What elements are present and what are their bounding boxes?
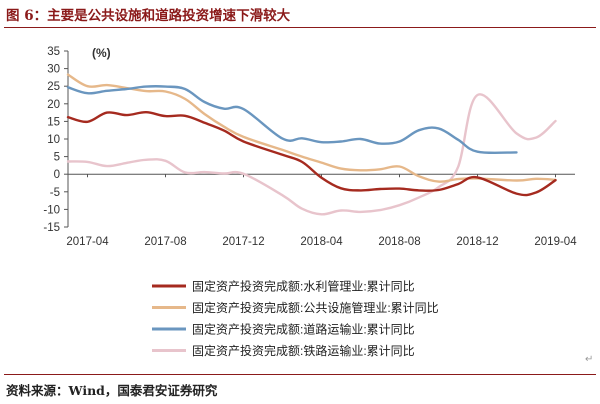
source-rule [4,374,596,375]
chart-legend: 固定资产投资完成额:水利管理业:累计同比固定资产投资完成额:公共设施管理业:累计… [152,279,439,358]
series-line-4 [66,93,557,216]
y-tick-label: -5 [50,187,60,199]
title-rule [4,27,596,28]
y-tick-label: 5 [54,152,60,164]
legend-label: 固定资产投资完成额:铁路运输业:累计同比 [192,343,415,358]
y-tick-label: 25 [47,81,60,93]
x-tick-label: 2017-12 [222,236,264,248]
return-icon: ↵ [585,354,594,365]
x-tick-label: 2018-08 [378,236,420,248]
legend-label: 固定资产投资完成额:水利管理业:累计同比 [192,279,415,294]
x-tick-label: 2018-12 [456,236,498,248]
line-chart: -15 -10 -5 0 5 10 15 20 25 30 35 2017-04 2017-08 2017… [43,46,577,358]
y-tick-label: -10 [43,204,60,216]
y-tick-label: 35 [47,46,60,58]
series-line-2 [66,73,557,183]
x-tick-label: 2017-04 [66,236,109,248]
chart-axes: -15 -10 -5 0 5 10 15 20 25 30 35 2017-04 2017-08 2017… [43,46,577,248]
chart-series [66,73,557,216]
x-tick-label: 2017-08 [144,236,186,248]
legend-label: 固定资产投资完成额:道路运输业:累计同比 [192,322,415,337]
series-line-1 [66,110,557,197]
x-tick-label: 2019-04 [534,236,577,248]
y-tick-label: -15 [43,222,60,234]
unit-label: (%) [92,46,111,60]
y-tick-label: 30 [47,64,60,76]
legend-label: 固定资产投资完成额:公共设施管理业:累计同比 [192,300,439,315]
x-tick-label: 2018-04 [300,236,343,248]
figure-title: 图 6：主要是公共设施和道路投资增速下滑较大 [6,8,291,24]
y-tick-label: 20 [47,99,60,111]
y-tick-label: 10 [47,134,60,146]
source-note: 资料来源：Wind，国泰君安证券研究 [6,383,218,398]
series-line-3 [66,85,518,155]
y-tick-label: 0 [54,169,60,181]
y-tick-label: 15 [47,116,60,128]
